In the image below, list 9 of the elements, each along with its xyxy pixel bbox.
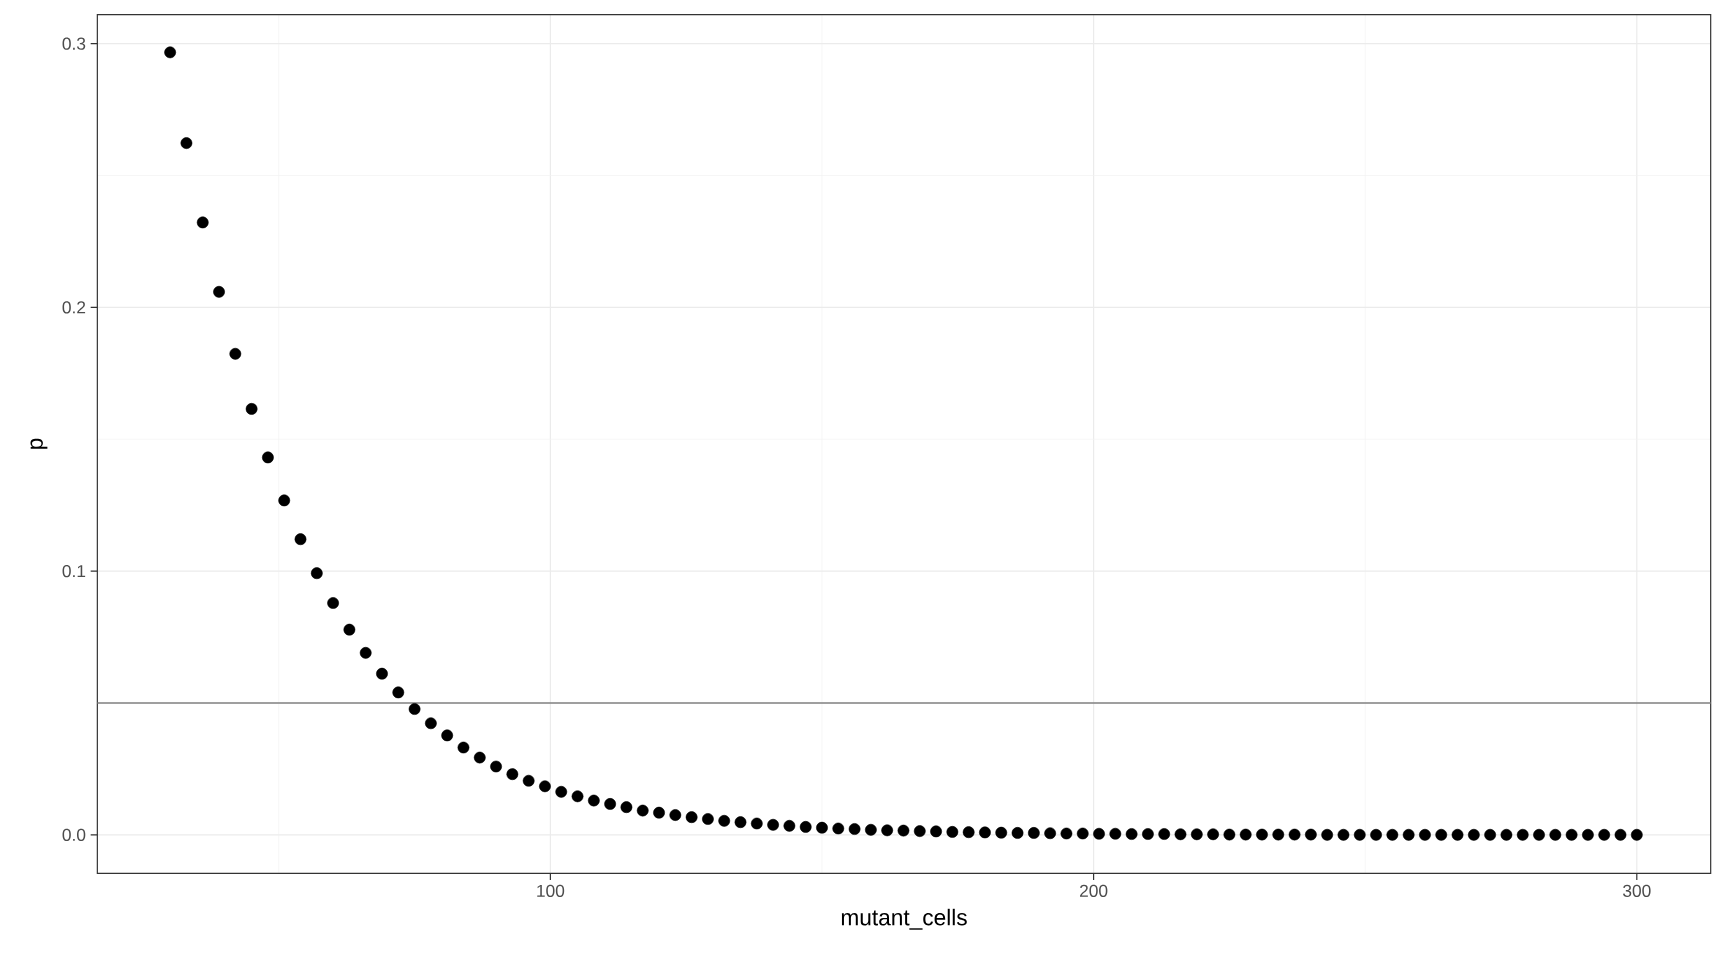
y-axis-title: p xyxy=(30,438,48,449)
y-tick-label: 0.2 xyxy=(62,301,86,314)
x-tick-label: 100 xyxy=(537,884,565,897)
x-axis-title: mutant_cells xyxy=(841,908,967,930)
y-tick-label: 0.0 xyxy=(62,828,86,841)
x-tick-label: 300 xyxy=(1623,884,1651,897)
y-tick-label: 0.3 xyxy=(62,37,86,50)
y-tick-label: 0.1 xyxy=(62,564,86,578)
x-tick-label: 200 xyxy=(1080,884,1108,897)
